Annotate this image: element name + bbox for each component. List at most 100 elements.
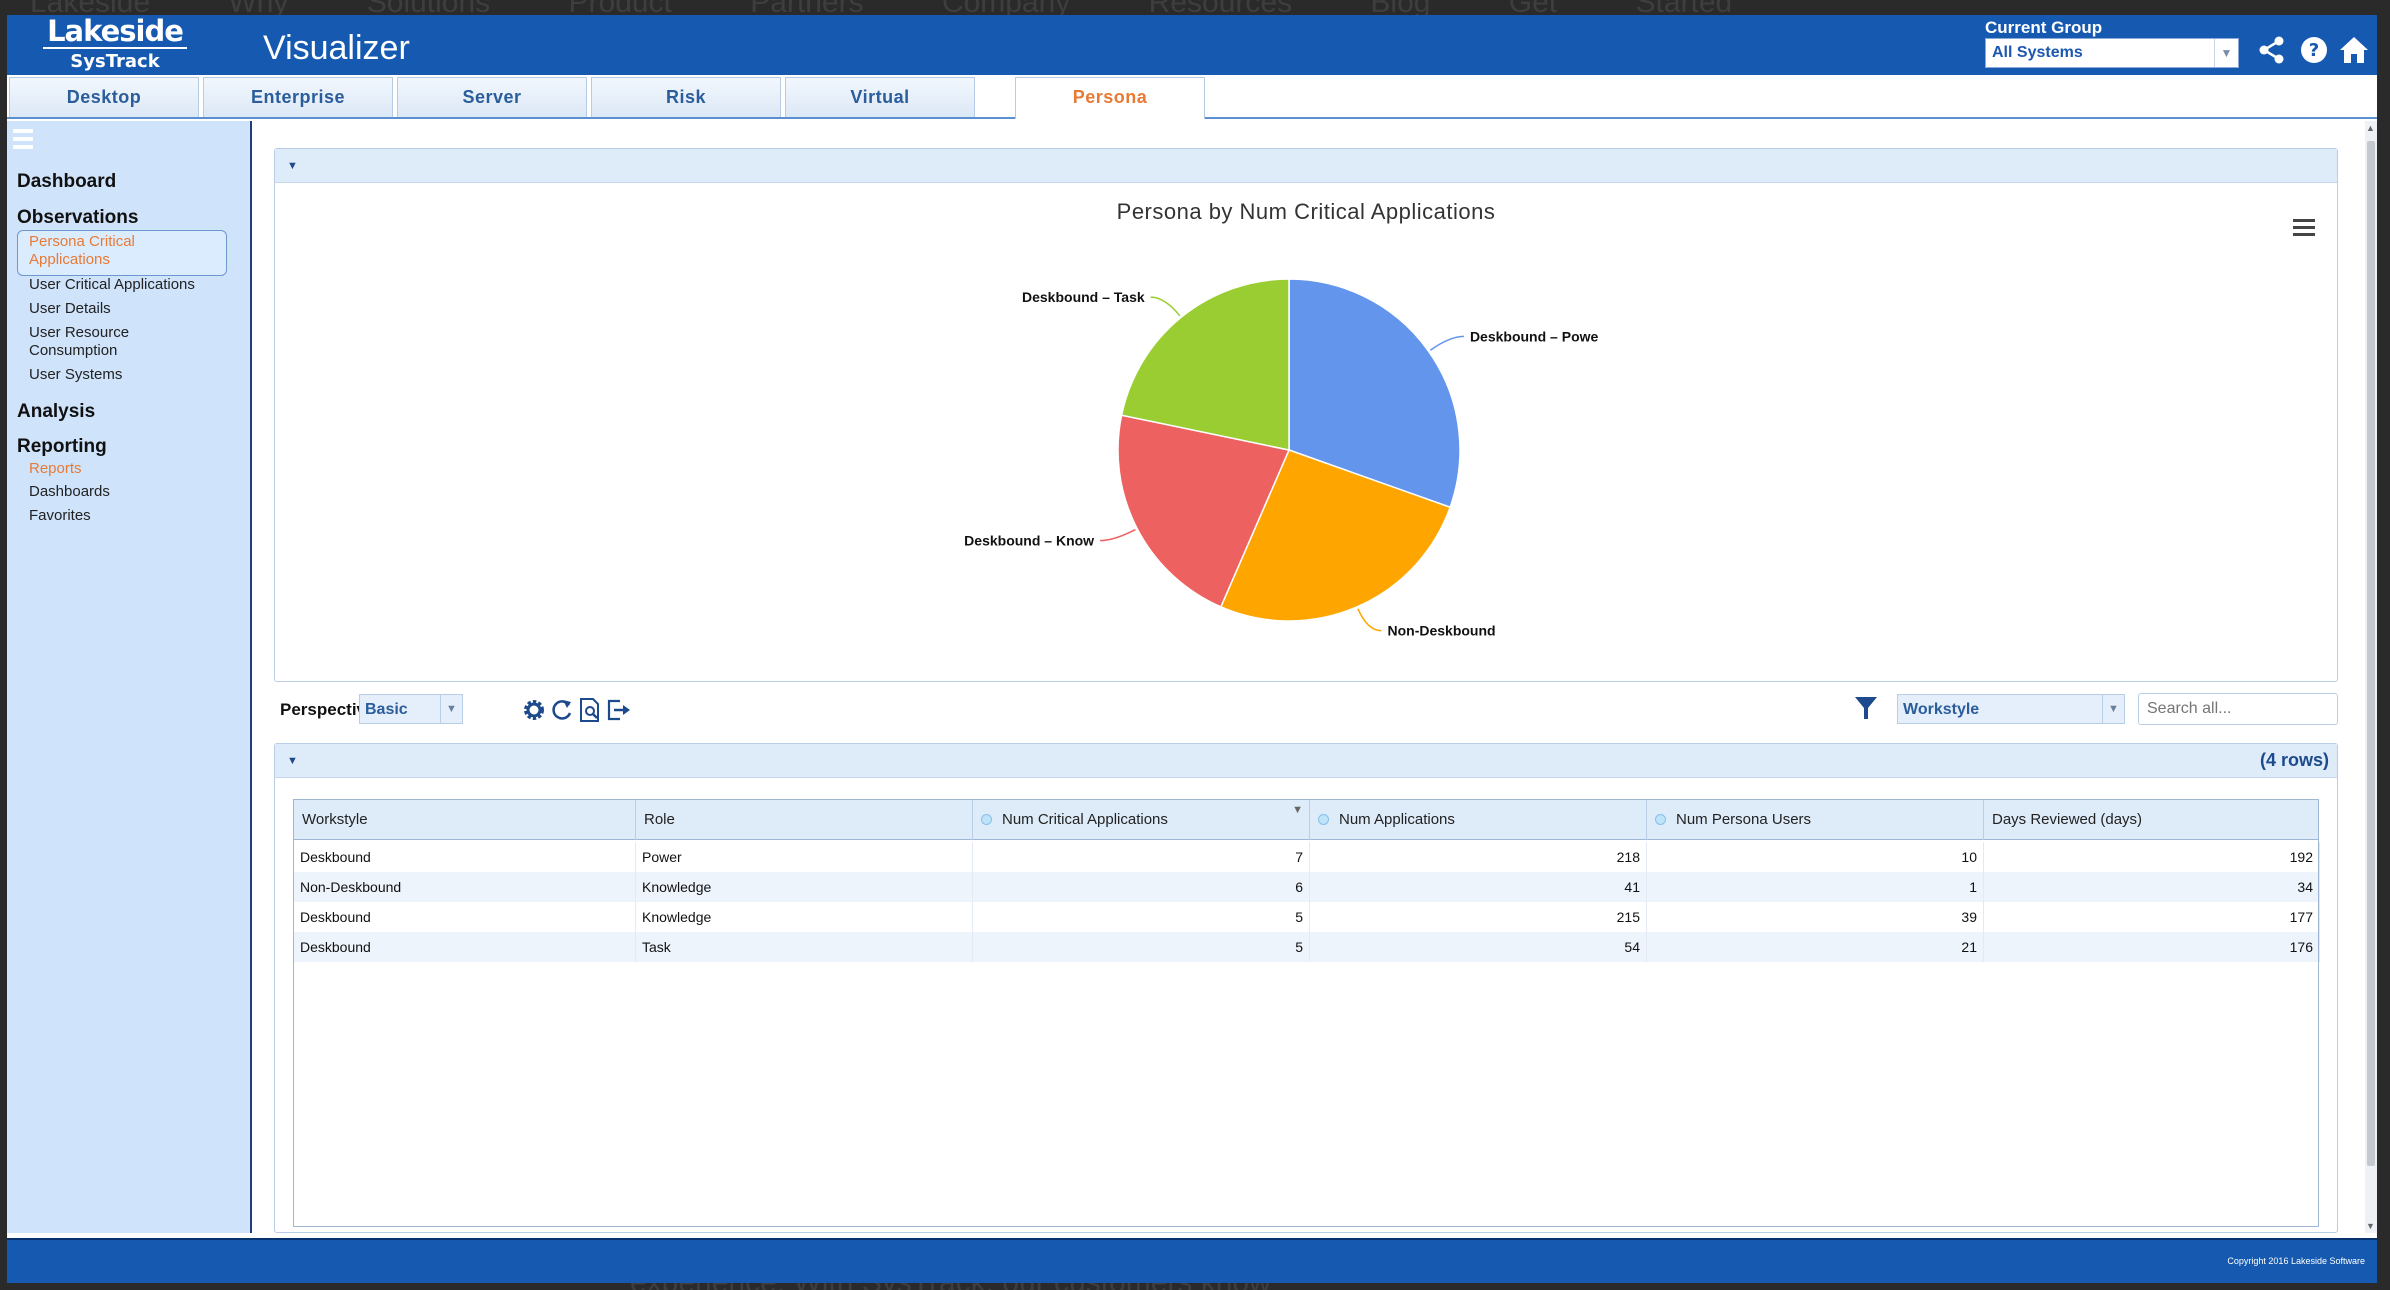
tab-virtual-infrastructure[interactable]: Virtual Infrastructure bbox=[785, 77, 975, 145]
sidebar-item-user-systems[interactable]: User Systems bbox=[29, 366, 123, 383]
chart-title: Persona by Num Critical Applications bbox=[1116, 199, 1496, 224]
gear-icon[interactable] bbox=[520, 696, 548, 724]
filter-icon[interactable] bbox=[1852, 694, 1880, 722]
sidebar-item-persona-critical-applications[interactable]: Persona Critical Applications bbox=[29, 233, 179, 269]
pie-slice-label: Deskbound – Know bbox=[964, 533, 1094, 549]
column-header-label: Num Persona Users bbox=[1676, 811, 1812, 828]
table-cell: Knowledge bbox=[636, 902, 973, 932]
sidebar-item-user-critical-applications[interactable]: User Critical Applications bbox=[29, 276, 195, 293]
tab-enterprise[interactable]: Enterprise bbox=[203, 77, 393, 117]
table-cell: 39 bbox=[1647, 902, 1984, 932]
column-header-num-applications[interactable]: Num Applications bbox=[1310, 800, 1647, 840]
app-title: Visualizer bbox=[263, 29, 410, 67]
column-info-icon bbox=[981, 814, 992, 825]
sidebar-item-label: Persona Critical Applications bbox=[29, 233, 135, 268]
help-icon[interactable]: ? bbox=[2299, 35, 2329, 65]
scrollbar-thumb[interactable] bbox=[2367, 141, 2375, 1166]
pie-connector bbox=[1100, 528, 1136, 542]
collapse-caret-icon[interactable]: ▼ bbox=[287, 160, 298, 172]
pie-connector bbox=[1357, 608, 1382, 632]
column-header-num-persona-users[interactable]: Num Persona Users bbox=[1647, 800, 1984, 840]
table-cell: 1 bbox=[1647, 872, 1984, 902]
sidebar-item-dashboards[interactable]: Dashboards bbox=[29, 483, 110, 500]
hamburger-menu-icon[interactable] bbox=[13, 129, 33, 153]
table-cell: 10 bbox=[1647, 842, 1984, 872]
column-header-label: Workstyle bbox=[302, 811, 368, 828]
copyright-text: Copyright 2016 Lakeside Software bbox=[2227, 1256, 2365, 1266]
perspective-select[interactable]: Basic ▼ bbox=[359, 694, 463, 724]
tab-bar: Desktop Enterprise Server Risk Virtual I… bbox=[7, 75, 2377, 145]
grid-header: Workstyle Role Num Critical Applications… bbox=[294, 800, 2318, 840]
tab-risk[interactable]: Risk bbox=[591, 77, 781, 117]
table-cell: Deskbound bbox=[294, 932, 636, 962]
main-content: ▼ Persona by Num Critical Applications D… bbox=[254, 121, 2364, 1233]
collapse-caret-icon[interactable]: ▼ bbox=[287, 755, 298, 767]
search-document-icon[interactable] bbox=[576, 696, 604, 724]
pie-slice[interactable] bbox=[1219, 449, 1452, 622]
sidebar: Dashboard Observations Persona Critical … bbox=[7, 121, 252, 1233]
table-row[interactable]: Deskbound Task 5 54 21 176 bbox=[294, 932, 2320, 962]
scroll-up-icon[interactable]: ▲ bbox=[2366, 123, 2375, 133]
chart-panel: ▼ Persona by Num Critical Applications D… bbox=[274, 148, 2338, 682]
table-cell: Knowledge bbox=[636, 872, 973, 902]
workstyle-value: Workstyle bbox=[1903, 701, 1980, 718]
current-group-select[interactable]: All Systems ▼ bbox=[1985, 38, 2239, 68]
sidebar-selected-highlight bbox=[17, 230, 227, 276]
column-header-days-reviewed[interactable]: Days Reviewed (days) bbox=[1984, 800, 2320, 840]
table-row[interactable]: Non-Deskbound Knowledge 6 41 1 34 bbox=[294, 872, 2320, 902]
footer-bar: Copyright 2016 Lakeside Software bbox=[7, 1238, 2377, 1283]
table-panel-header[interactable]: ▼ (4 rows) bbox=[275, 744, 2337, 778]
sidebar-item-user-resource-consumption[interactable]: User Resource Consumption bbox=[29, 324, 130, 359]
workstyle-select[interactable]: Workstyle ▼ bbox=[1897, 694, 2125, 724]
pie-slice[interactable] bbox=[1117, 414, 1291, 608]
perspective-value: Basic bbox=[365, 701, 408, 718]
column-header-label: Role bbox=[644, 811, 675, 828]
sort-desc-icon[interactable]: ▼ bbox=[1292, 804, 1303, 816]
refresh-icon[interactable] bbox=[548, 696, 576, 724]
row-count: (4 rows) bbox=[2259, 750, 2329, 770]
column-info-icon bbox=[1655, 814, 1666, 825]
home-icon[interactable] bbox=[2339, 35, 2369, 65]
share-icon[interactable] bbox=[2257, 35, 2287, 65]
pie-connector bbox=[1429, 335, 1464, 351]
sidebar-item-favorites[interactable]: Favorites bbox=[29, 507, 91, 524]
search-input[interactable] bbox=[2138, 693, 2338, 725]
chart-panel-header[interactable]: ▼ bbox=[275, 149, 2337, 183]
table-cell: Task bbox=[636, 932, 973, 962]
sidebar-heading-observations[interactable]: Observations bbox=[17, 207, 139, 228]
header-bar: Lakeside SysTrack Visualizer Current Gro… bbox=[7, 15, 2377, 75]
column-header-role[interactable]: Role bbox=[636, 800, 973, 840]
scroll-down-icon[interactable]: ▼ bbox=[2366, 1221, 2375, 1231]
table-cell: 176 bbox=[1984, 932, 2320, 962]
pie-chart: Deskbound – Powe Non-Deskbound Deskbound –… bbox=[964, 278, 1599, 639]
sidebar-heading-dashboard[interactable]: Dashboard bbox=[17, 171, 117, 192]
column-header-num-critical-applications[interactable]: Num Critical Applications ▼ bbox=[973, 800, 1310, 840]
app-window: Lakeside SysTrack Visualizer Current Gro… bbox=[7, 15, 2377, 1283]
chart-menu-icon[interactable] bbox=[2293, 219, 2315, 240]
logo-rule bbox=[43, 47, 187, 49]
sidebar-item-reports[interactable]: Reports bbox=[29, 460, 82, 477]
logo[interactable]: Lakeside SysTrack bbox=[35, 17, 195, 73]
sidebar-heading-reporting[interactable]: Reporting bbox=[17, 436, 107, 457]
table-cell: 7 bbox=[973, 842, 1310, 872]
sidebar-heading-analysis[interactable]: Analysis bbox=[17, 401, 96, 422]
tab-persona[interactable]: Persona bbox=[1015, 77, 1205, 119]
table-row[interactable]: Deskbound Knowledge 5 215 39 177 bbox=[294, 902, 2320, 932]
table-cell: 177 bbox=[1984, 902, 2320, 932]
table-cell: 54 bbox=[1310, 932, 1647, 962]
pie-slice[interactable] bbox=[1288, 278, 1461, 509]
tab-desktop[interactable]: Desktop bbox=[9, 77, 199, 117]
table-cell: Non-Deskbound bbox=[294, 872, 636, 902]
tab-server[interactable]: Server bbox=[397, 77, 587, 117]
current-group-value: All Systems bbox=[1992, 44, 2083, 61]
chevron-down-icon: ▼ bbox=[440, 695, 462, 723]
export-icon[interactable] bbox=[604, 696, 632, 724]
table-cell: Deskbound bbox=[294, 902, 636, 932]
sidebar-item-user-details[interactable]: User Details bbox=[29, 300, 111, 317]
vertical-scrollbar[interactable]: ▲ ▼ bbox=[2365, 121, 2377, 1233]
table-row[interactable]: Deskbound Power 7 218 10 192 bbox=[294, 842, 2320, 872]
data-grid: Workstyle Role Num Critical Applications… bbox=[293, 799, 2320, 1227]
column-header-workstyle[interactable]: Workstyle bbox=[294, 800, 636, 840]
pie-slice[interactable] bbox=[1120, 278, 1290, 451]
table-panel: ▼ (4 rows) Workstyle Role Num Critical A… bbox=[274, 743, 2338, 1233]
